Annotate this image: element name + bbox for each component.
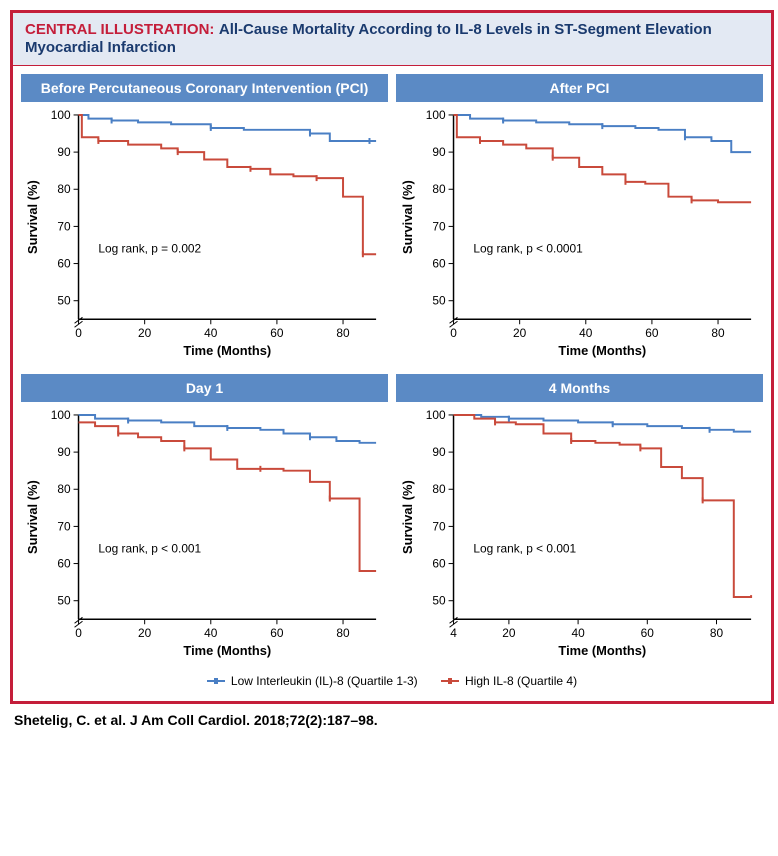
svg-text:Survival (%): Survival (%) [400, 480, 415, 554]
svg-text:20: 20 [502, 626, 516, 640]
svg-text:20: 20 [138, 326, 152, 340]
svg-text:70: 70 [57, 519, 71, 533]
km-chart-1: 50 60 70 80 90 100 0 20 40 60 80 Survival (%) Time (… [21, 102, 388, 362]
panel-header: 4 Months [396, 374, 763, 402]
figure-container: CENTRAL ILLUSTRATION: All-Cause Mortalit… [10, 10, 774, 704]
svg-text:80: 80 [432, 482, 446, 496]
chart-area: 50 60 70 80 90 100 4 20 40 60 80 Survival (%) Time (… [396, 402, 763, 662]
svg-text:50: 50 [432, 294, 446, 308]
svg-text:0: 0 [75, 326, 82, 340]
svg-text:Time (Months): Time (Months) [558, 643, 646, 658]
svg-text:0: 0 [75, 626, 82, 640]
legend-swatch-high [441, 676, 459, 686]
svg-text:Survival (%): Survival (%) [25, 480, 40, 554]
svg-text:Log rank, p < 0.001: Log rank, p < 0.001 [98, 541, 201, 555]
legend-high: High IL-8 (Quartile 4) [441, 674, 577, 688]
panel-header: Day 1 [21, 374, 388, 402]
svg-text:4: 4 [450, 626, 457, 640]
svg-text:80: 80 [710, 626, 724, 640]
svg-text:100: 100 [426, 408, 446, 422]
svg-text:50: 50 [432, 594, 446, 608]
svg-text:90: 90 [432, 145, 446, 159]
svg-text:80: 80 [336, 626, 350, 640]
header-label: CENTRAL ILLUSTRATION: [25, 21, 214, 38]
svg-text:80: 80 [711, 326, 725, 340]
svg-text:60: 60 [270, 626, 284, 640]
svg-text:100: 100 [51, 408, 71, 422]
svg-text:60: 60 [432, 557, 446, 571]
svg-text:Time (Months): Time (Months) [558, 343, 646, 358]
svg-text:Time (Months): Time (Months) [183, 643, 271, 658]
chart-area: 50 60 70 80 90 100 0 20 40 60 80 Survival (%) Time (… [396, 102, 763, 362]
svg-text:40: 40 [204, 626, 218, 640]
svg-text:60: 60 [645, 326, 659, 340]
svg-text:40: 40 [579, 326, 593, 340]
chart-area: 50 60 70 80 90 100 0 20 40 60 80 Survival (%) Time (… [21, 102, 388, 362]
legend: Low Interleukin (IL)-8 (Quartile 1-3) Hi… [13, 666, 771, 701]
svg-text:Survival (%): Survival (%) [400, 180, 415, 254]
km-chart-2: 50 60 70 80 90 100 0 20 40 60 80 Survival (%) Time (… [396, 102, 763, 362]
row-top: Before Percutaneous Coronary Interventio… [13, 66, 771, 366]
row-bottom: Day 1 50 60 70 80 90 100 0 20 40 60 80 Survival (%)… [13, 366, 771, 666]
km-chart-3: 50 60 70 80 90 100 0 20 40 60 80 Survival (%) Time (… [21, 402, 388, 662]
chart-area: 50 60 70 80 90 100 0 20 40 60 80 Survival (%) Time (… [21, 402, 388, 662]
svg-text:70: 70 [432, 519, 446, 533]
svg-text:70: 70 [57, 219, 71, 233]
svg-text:Log rank, p < 0.001: Log rank, p < 0.001 [473, 541, 576, 555]
citation: Shetelig, C. et al. J Am Coll Cardiol. 2… [10, 704, 768, 732]
svg-text:40: 40 [204, 326, 218, 340]
legend-high-label: High IL-8 (Quartile 4) [465, 674, 577, 688]
legend-low: Low Interleukin (IL)-8 (Quartile 1-3) [207, 674, 418, 688]
svg-text:40: 40 [571, 626, 585, 640]
legend-swatch-low [207, 676, 225, 686]
svg-text:60: 60 [57, 257, 71, 271]
figure-header: CENTRAL ILLUSTRATION: All-Cause Mortalit… [13, 13, 771, 66]
panel-header: Before Percutaneous Coronary Interventio… [21, 74, 388, 102]
svg-text:60: 60 [57, 557, 71, 571]
svg-text:80: 80 [57, 182, 71, 196]
svg-text:100: 100 [426, 108, 446, 122]
svg-text:90: 90 [432, 445, 446, 459]
svg-text:0: 0 [450, 326, 457, 340]
svg-text:20: 20 [513, 326, 527, 340]
svg-text:Log rank, p < 0.0001: Log rank, p < 0.0001 [473, 241, 583, 255]
svg-text:20: 20 [138, 626, 152, 640]
svg-text:90: 90 [57, 445, 71, 459]
svg-text:80: 80 [57, 482, 71, 496]
svg-text:80: 80 [432, 182, 446, 196]
svg-text:50: 50 [57, 294, 71, 308]
legend-low-label: Low Interleukin (IL)-8 (Quartile 1-3) [231, 674, 418, 688]
panel-day1: Day 1 50 60 70 80 90 100 0 20 40 60 80 Survival (%)… [21, 374, 388, 662]
svg-text:100: 100 [51, 108, 71, 122]
svg-text:60: 60 [641, 626, 655, 640]
svg-text:Log rank, p = 0.002: Log rank, p = 0.002 [98, 241, 201, 255]
svg-text:Time (Months): Time (Months) [183, 343, 271, 358]
svg-text:90: 90 [57, 145, 71, 159]
panel-4months: 4 Months 50 60 70 80 90 100 4 20 40 60 80 Survival … [396, 374, 763, 662]
km-chart-4: 50 60 70 80 90 100 4 20 40 60 80 Survival (%) Time (… [396, 402, 763, 662]
svg-text:70: 70 [432, 219, 446, 233]
svg-text:80: 80 [336, 326, 350, 340]
panel-after-pci: After PCI 50 60 70 80 90 100 0 20 40 60 80 Survival… [396, 74, 763, 362]
panel-header: After PCI [396, 74, 763, 102]
svg-text:Survival (%): Survival (%) [25, 180, 40, 254]
svg-text:60: 60 [270, 326, 284, 340]
svg-text:50: 50 [57, 594, 71, 608]
panel-before-pci: Before Percutaneous Coronary Interventio… [21, 74, 388, 362]
svg-text:60: 60 [432, 257, 446, 271]
